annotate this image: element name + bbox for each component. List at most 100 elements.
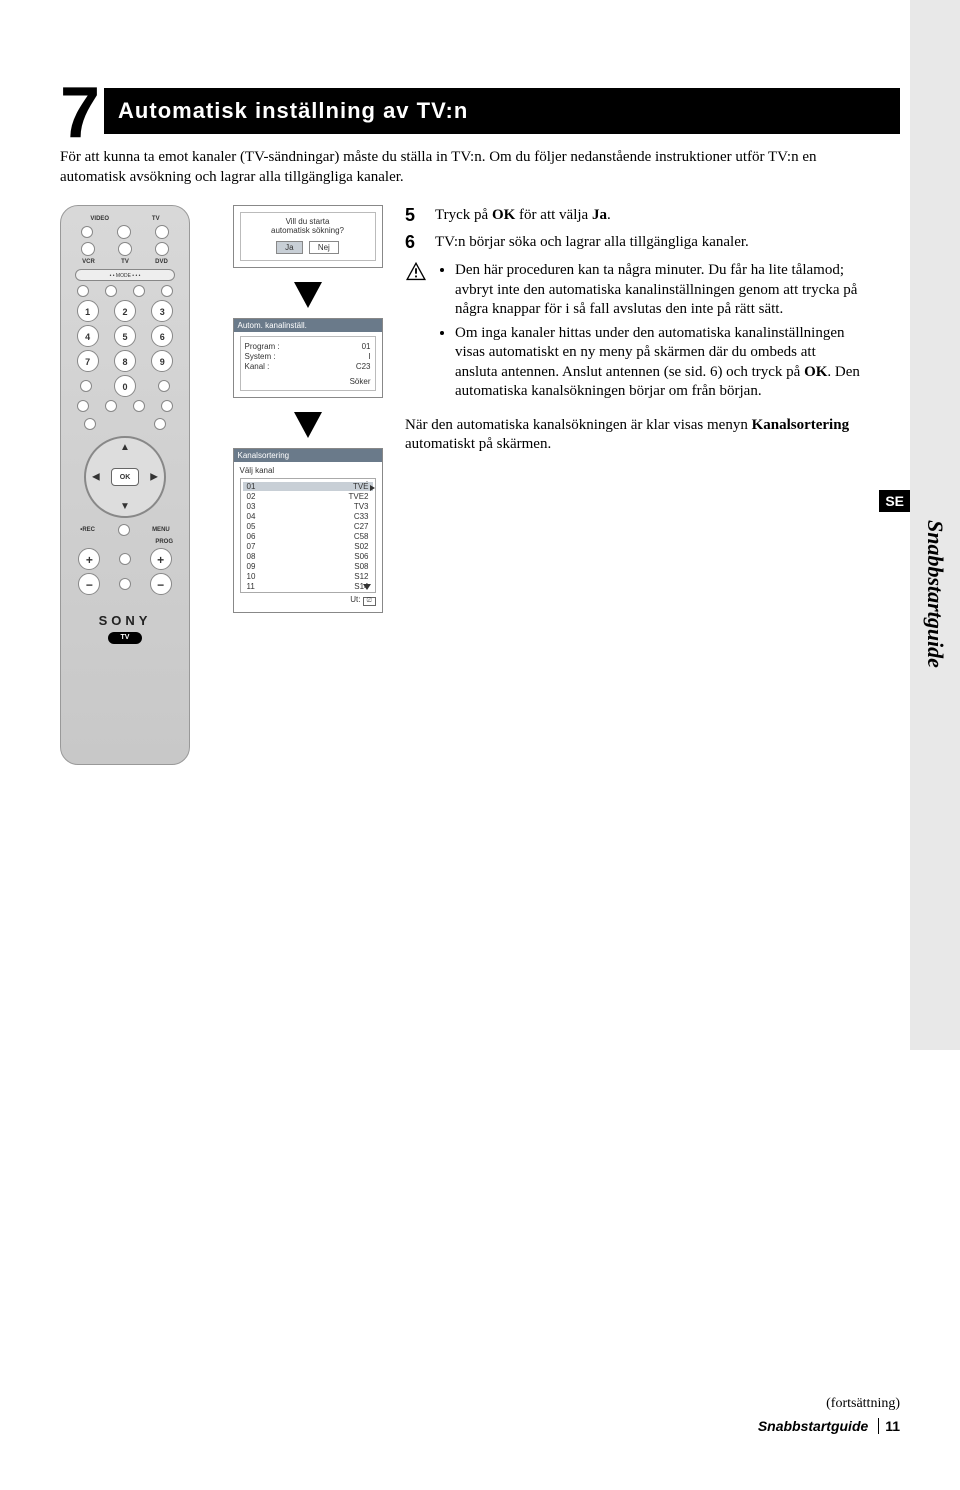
language-badge: SE	[879, 490, 910, 512]
remote-numpad: 123 456 789 0	[69, 300, 181, 397]
remote-num: 3	[151, 300, 173, 322]
remote-ok-button: OK	[111, 468, 139, 486]
section-title: Automatisk inställning av TV:n	[104, 88, 900, 134]
page-footer: (fortsättning) Snabbstartguide 11	[758, 1396, 900, 1434]
ch-num: 11	[247, 582, 255, 591]
ch-name: S08	[354, 562, 368, 571]
channel-row: 02TVE2	[243, 492, 373, 501]
osd1-line1: Vill du starta	[245, 217, 371, 226]
remote-power-video	[117, 225, 131, 239]
osd3-exit-icon: ⎚	[363, 597, 376, 606]
ch-num: 10	[247, 572, 256, 581]
channel-row: 07 S02	[243, 542, 373, 551]
step5-ok: OK	[492, 207, 515, 223]
step5-post: .	[607, 207, 611, 223]
channel-row: 04C33	[243, 512, 373, 521]
remote-label-tv: TV	[152, 216, 160, 222]
osd3-exit-label: Ut:	[350, 595, 360, 604]
arrow-down-icon: ▼	[120, 501, 130, 512]
remote-num: 6	[151, 325, 173, 347]
osd2-status: Söker	[245, 377, 371, 386]
ch-num: 03	[247, 502, 256, 511]
remote-tiny-btn	[119, 578, 131, 590]
remote-small-btn	[81, 226, 93, 238]
closing-paragraph: När den automatiska kanalsökningen är kl…	[405, 416, 860, 455]
remote-src-vcr	[81, 242, 95, 256]
continued-label: (fortsättning)	[758, 1396, 900, 1412]
section-header: 7 Automatisk inställning av TV:n	[60, 80, 900, 134]
remote-lbl-dvd: DVD	[155, 259, 168, 265]
ch-name: S12	[354, 572, 368, 581]
remote-num: 9	[151, 350, 173, 372]
channel-row: 08 S06	[243, 552, 373, 561]
osd2-k0: Program :	[245, 342, 280, 351]
remote-power-tv	[155, 225, 169, 239]
ch-num: 04	[247, 512, 256, 521]
osd2-title: Autom. kanalinställ.	[234, 319, 382, 332]
select-arrow-icon	[370, 485, 375, 491]
remote-prog-up: +	[150, 548, 172, 570]
ch-num: 07	[247, 542, 256, 551]
ch-name: S02	[354, 542, 368, 551]
scroll-down-icon	[363, 584, 371, 590]
ch-num: 08	[247, 552, 256, 561]
step-6: 6 TV:n börjar söka och lagrar alla tillg…	[405, 232, 860, 253]
remote-num: 7	[77, 350, 99, 372]
ch-name: TVE	[353, 482, 369, 491]
remote-num: 4	[77, 325, 99, 347]
remote-tiny-btn	[158, 380, 170, 392]
ch-name: S06	[354, 552, 368, 561]
channel-row: 06 C58	[243, 532, 373, 541]
osd-prompt-start-search: Vill du starta automatisk sökning? Ja Ne…	[233, 205, 383, 268]
channel-row: 03 TV3	[243, 502, 373, 511]
intro-paragraph: För att kunna ta emot kanaler (TV-sändni…	[60, 148, 860, 187]
remote-tiny-btn	[161, 400, 173, 412]
note2-ok: OK	[804, 364, 827, 380]
ch-name: TV3	[354, 502, 369, 511]
page-number: 11	[878, 1418, 900, 1434]
closing-post: automatiskt på skärmen.	[405, 436, 551, 452]
arrow-right-icon: ▶	[150, 472, 158, 483]
remote-num: 1	[77, 300, 99, 322]
osd3-title: Kanalsortering	[234, 449, 382, 462]
step-5-number: 5	[405, 205, 423, 226]
remote-tiny-btn	[105, 400, 117, 412]
remote-prog-label: PROG	[69, 539, 173, 545]
warning-note: Den här proceduren kan ta några minuter.…	[405, 261, 860, 406]
remote-src-dvd	[155, 242, 169, 256]
remote-tiny-btn	[119, 553, 131, 565]
osd-auto-tune: Autom. kanalinställ. Program :01 System …	[233, 318, 383, 398]
remote-menu-label: MENU	[152, 527, 170, 533]
step-5: 5 Tryck på OK för att välja Ja.	[405, 205, 860, 226]
warning-icon	[405, 261, 427, 281]
remote-src-tv	[118, 242, 132, 256]
arrow-up-icon: ▲	[120, 442, 130, 453]
channel-row: 05C27	[243, 522, 373, 531]
osd1-no-button: Nej	[309, 241, 339, 254]
remote-tiny-btn	[118, 524, 130, 536]
remote-tv-badge: TV	[108, 632, 142, 644]
ch-num: 06	[247, 532, 256, 541]
remote-tiny-btn	[77, 285, 89, 297]
remote-tiny-btn	[77, 400, 89, 412]
channel-row: 09S08	[243, 562, 373, 571]
osd2-v0: 01	[362, 342, 371, 351]
osd2-k2: Kanal :	[245, 362, 270, 371]
note-bullet-2: Om inga kanaler hittas under den automat…	[455, 324, 860, 402]
osd3-subtitle: Välj kanal	[240, 466, 376, 475]
remote-vol-up: +	[78, 548, 100, 570]
ch-name: C27	[354, 522, 369, 531]
remote-tiny-btn	[133, 285, 145, 297]
step-5-text: Tryck på OK för att välja Ja.	[435, 205, 611, 226]
step-number: 7	[60, 86, 100, 140]
remote-num: 8	[114, 350, 136, 372]
remote-num: 2	[114, 300, 136, 322]
remote-tiny-btn	[105, 285, 117, 297]
remote-illustration: VIDEO TV VCR TV DVD •	[60, 205, 190, 765]
step5-mid: för att välja	[515, 207, 592, 223]
ch-name: C58	[354, 532, 369, 541]
remote-tiny-btn	[80, 380, 92, 392]
osd2-v1: I	[368, 352, 370, 361]
closing-bold: Kanalsortering	[752, 417, 850, 433]
ch-num: 02	[247, 492, 256, 501]
